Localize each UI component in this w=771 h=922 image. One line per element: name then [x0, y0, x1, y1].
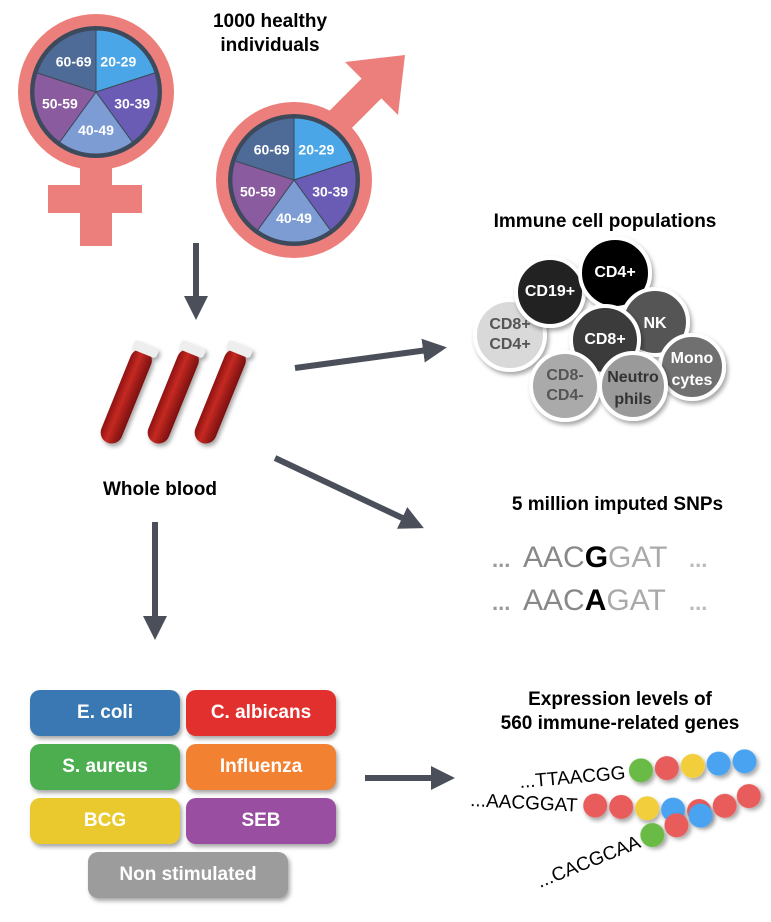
expression-bead	[736, 784, 761, 809]
cohort-title: 1000 healthy individuals	[200, 10, 340, 58]
cell-cd8-cd4-label: CD8- CD4-	[546, 367, 584, 404]
strand-sequence: ...AACGGAT	[470, 790, 579, 817]
cell-cd8-label: CD8+	[584, 331, 626, 348]
snp-seq-1: AACGGAT	[523, 541, 667, 574]
expression-bead	[640, 823, 665, 848]
age-slice	[58, 91, 134, 155]
seq-post: GAT	[606, 584, 665, 617]
age-label: 20-29	[100, 53, 136, 69]
cell-cd8-cd4-label: CD8+ CD4+	[489, 316, 531, 353]
age-label: 60-69	[56, 53, 92, 69]
expression-bead	[712, 793, 737, 818]
snp-allele: A	[585, 584, 607, 617]
cell-label: cytes	[672, 372, 713, 389]
strand-sequence: ...TTAACGG	[519, 763, 627, 793]
cell-monocytes: Mono cytes	[658, 333, 726, 401]
blood-tubes-icon	[100, 340, 253, 444]
immune-title: Immune cell populations	[493, 211, 717, 232]
strand-1: ...TTAACGG	[519, 749, 757, 793]
snp-ellipsis: ...	[689, 547, 707, 572]
whole-blood-label: Whole blood	[103, 479, 217, 500]
snp-ellipsis: ...	[492, 590, 510, 615]
expression-title-line1: Expression levels of	[528, 689, 712, 710]
age-slice	[234, 117, 295, 181]
expression-bead	[654, 756, 679, 781]
snp-seq-2: AACAGAT	[523, 584, 666, 617]
expression-bead	[628, 758, 653, 783]
stimulus-seb: SEB	[186, 798, 336, 844]
age-label: 60-69	[254, 141, 290, 157]
immune-cells: NK Mono cytes Neutro phils	[473, 236, 726, 422]
age-slice	[256, 179, 332, 243]
arrow-to-snps	[273, 455, 424, 529]
expression-bead	[732, 749, 757, 774]
expression-bead	[609, 794, 634, 819]
expression-bead	[583, 793, 608, 818]
expression-bead	[635, 796, 660, 821]
arrow-to-cells	[294, 338, 447, 371]
age-slice	[95, 29, 156, 93]
age-slice	[293, 160, 357, 231]
cell-circle	[658, 333, 726, 401]
stimulus-c-albicans: C. albicans	[186, 690, 336, 736]
expression-bead	[680, 753, 705, 778]
snp-sequences: ... AACGGAT ... ... AACAGAT ...	[492, 541, 707, 617]
cell-label: NK	[643, 315, 667, 332]
age-slice	[95, 72, 159, 143]
age-slice	[33, 72, 97, 143]
expression-strands: ...TTAACGG ...AACGGAT ...CACGCAA	[470, 749, 761, 893]
age-label: 30-39	[114, 96, 150, 112]
expression-title-line2: 560 immune-related genes	[500, 713, 740, 734]
cell-label: Mono	[671, 350, 714, 367]
cell-neutrophils: Neutro phils	[598, 351, 668, 421]
cell-label: phils	[614, 391, 651, 408]
age-label: 30-39	[312, 184, 348, 200]
age-label: 20-29	[298, 141, 334, 157]
age-label: 50-59	[240, 184, 276, 200]
strand-sequence: ...CACGCAA	[534, 832, 644, 893]
cell-circle	[598, 351, 668, 421]
stimulus-bcg: BCG	[30, 798, 180, 844]
cell-cd19-label: CD19+	[524, 283, 576, 300]
snp-allele: G	[585, 541, 608, 574]
snp-ellipsis: ...	[689, 590, 707, 615]
expression-bead	[664, 813, 689, 838]
snp-ellipsis: ...	[492, 547, 510, 572]
seq-pre: AAC	[523, 541, 585, 574]
age-slice	[293, 117, 354, 181]
cell-label: Neutro	[607, 369, 659, 386]
stimulus-e-coli: E. coli	[30, 690, 180, 736]
seq-post: GAT	[608, 541, 667, 574]
stimulus-influenza: Influenza	[186, 744, 336, 790]
age-label: 40-49	[78, 122, 114, 138]
snps-title: 5 million imputed SNPs	[511, 494, 724, 515]
cohort-title-line1: 1000 healthy	[212, 11, 328, 32]
age-label: 50-59	[42, 96, 78, 112]
expression-bead	[688, 803, 713, 828]
cohort-title-line2: individuals	[220, 35, 320, 56]
age-slice	[231, 160, 295, 231]
age-label: 40-49	[276, 210, 312, 226]
expression-title: Expression levels of 560 immune-related …	[470, 688, 770, 736]
stimulus-s-aureus: S. aureus	[30, 744, 180, 790]
expression-bead	[706, 751, 731, 776]
stimulus-non-stimulated: Non stimulated	[88, 852, 288, 898]
seq-pre: AAC	[523, 584, 585, 617]
age-slice	[36, 29, 97, 93]
cell-cd4-label: CD4+	[594, 264, 636, 281]
